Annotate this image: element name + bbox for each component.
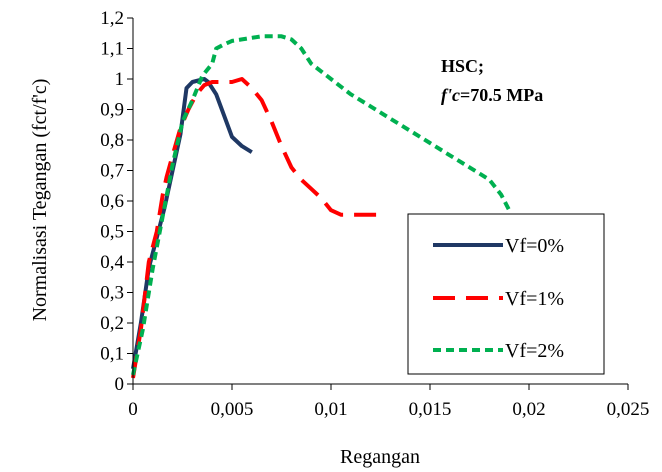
legend: Vf=0% Vf=1% Vf=2%	[407, 213, 605, 375]
x-tick-label: 0	[128, 399, 138, 420]
legend-box	[407, 213, 605, 375]
y-tick-label: 0,8	[100, 130, 124, 151]
y-tick-label: 0,3	[100, 283, 124, 304]
series-line-0	[131, 77, 253, 370]
annotation: HSC; f'c=70.5 MPa	[441, 56, 543, 105]
plot-area	[131, 34, 511, 379]
x-tick-label: 0,02	[512, 399, 545, 420]
y-tick-label: 1	[115, 69, 125, 90]
x-tick-label: 0,01	[314, 399, 347, 420]
series-line-1	[131, 77, 377, 379]
y-tick-label: 0,1	[100, 344, 124, 365]
y-tick-label: 1,2	[100, 8, 124, 29]
y-tick-label: 0,2	[100, 313, 124, 334]
annotation-line-2: f'c=70.5 MPa	[441, 85, 543, 105]
legend-label-0: Vf=0%	[505, 235, 564, 257]
x-axis: 0 0,005 0,01 0,015 0,02 0,025	[128, 383, 650, 420]
y-tick-label: 0,5	[100, 222, 124, 243]
x-tick-label: 0,005	[211, 399, 254, 420]
annotation-fc-value: =70.5 MPa	[460, 85, 543, 105]
y-tick-label: 0	[115, 374, 125, 395]
x-axis-title: Regangan	[340, 446, 420, 468]
annotation-line-1: HSC;	[441, 56, 484, 76]
series-line-2	[131, 34, 511, 376]
y-tick-label: 0,4	[100, 252, 124, 273]
y-tick-label: 0,9	[100, 100, 124, 121]
legend-label-1: Vf=1%	[505, 288, 564, 310]
x-tick-label: 0,025	[607, 399, 650, 420]
x-tick-label: 0,015	[409, 399, 452, 420]
y-tick-label: 1,1	[100, 39, 124, 60]
annotation-fc-symbol: f'c	[441, 85, 460, 105]
y-axis: 0 0,1 0,2 0,3 0,4 0,5 0,6 0,7 0,8 0,9 1 1,1 1,2	[100, 8, 134, 395]
legend-label-2: Vf=2%	[505, 340, 564, 362]
y-tick-label: 0,7	[100, 161, 124, 182]
y-tick-label: 0,6	[100, 191, 124, 212]
y-axis-title: Normalisasi Tegangan (fct/f'c)	[29, 79, 51, 322]
